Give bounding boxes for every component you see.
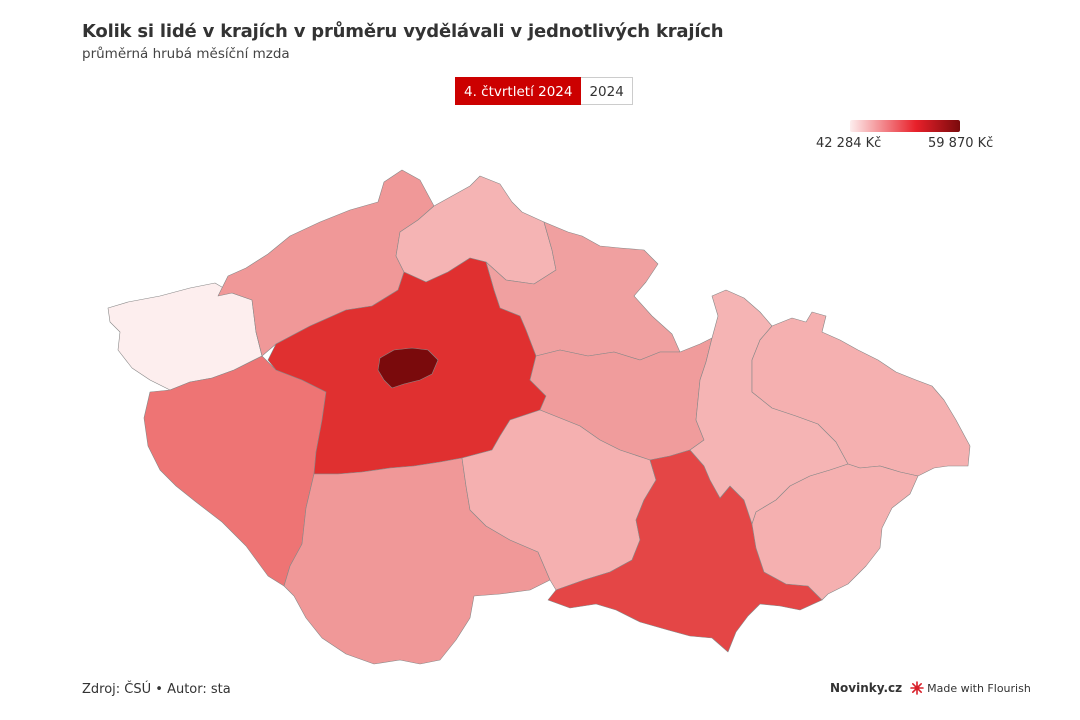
legend-max-label: 59 870 Kč <box>928 136 994 151</box>
legend-min-label: 42 284 Kč <box>816 136 882 151</box>
color-legend: 42 284 Kč 59 870 Kč <box>816 118 996 158</box>
footer-branding: Novinky.cz Made with Flourish <box>830 681 1031 695</box>
chart-title: Kolik si lidé v krajích v průměru vydělá… <box>82 21 724 42</box>
region-praha[interactable] <box>377 347 439 389</box>
region-zlinsky-kraj[interactable] <box>751 463 919 601</box>
period-tabs: 4. čtvrtletí 2024 2024 <box>455 77 633 105</box>
tab-q4-2024[interactable]: 4. čtvrtletí 2024 <box>455 77 582 105</box>
region-jihocesky-kraj[interactable] <box>283 457 551 665</box>
flourish-credit[interactable]: Made with Flourish <box>910 681 1031 695</box>
tab-2024[interactable]: 2024 <box>581 77 633 105</box>
chart-subtitle: průměrná hrubá měsíční mzda <box>82 46 290 62</box>
brand-logo[interactable]: Novinky.cz <box>830 681 903 695</box>
region-moravskoslezsky-kraj[interactable] <box>751 311 971 477</box>
legend-gradient-bar <box>850 120 960 132</box>
czech-regions-map <box>107 169 971 665</box>
source-credit: Zdroj: ČSÚ • Autor: sta <box>82 682 231 697</box>
flourish-label: Made with Flourish <box>927 681 1031 695</box>
flourish-star-icon <box>910 681 924 695</box>
